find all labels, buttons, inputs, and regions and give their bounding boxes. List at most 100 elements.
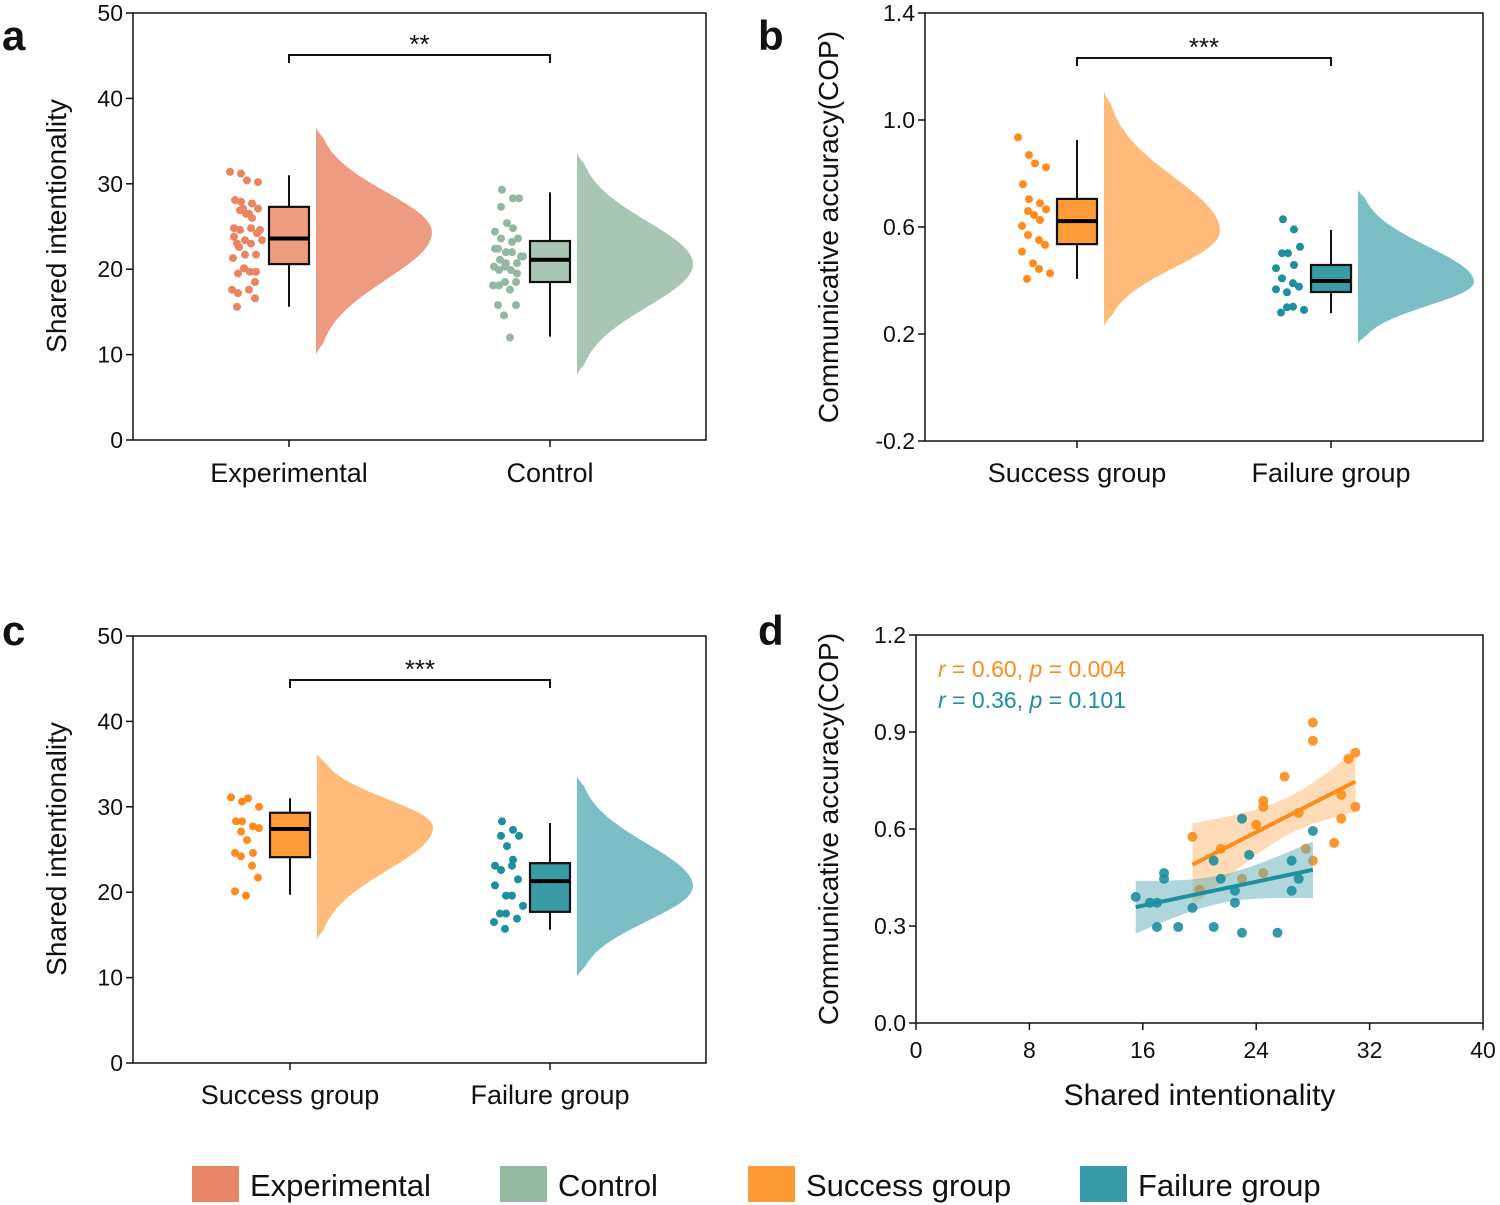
data-point [238, 817, 246, 826]
y-axis-label: Shared intentionality [41, 99, 72, 353]
stat-symbol: p [1028, 687, 1042, 713]
data-point [508, 248, 516, 257]
stat-symbol: r [938, 687, 947, 713]
group-success-group: Success group [988, 91, 1220, 488]
data-point [514, 875, 522, 884]
bracket-line [289, 679, 551, 688]
y-tick-label: 0.6 [883, 214, 915, 240]
data-point [1036, 216, 1044, 225]
correlation-annotation: r = 0.36, p = 0.101 [938, 687, 1126, 713]
x-tick-label: Failure group [1251, 458, 1410, 488]
data-point [1307, 717, 1318, 728]
data-point [1018, 247, 1026, 256]
panel-letter: c [2, 607, 25, 654]
x-tick-label: 16 [1130, 1037, 1156, 1063]
y-tick-label: 50 [97, 623, 123, 649]
bracket-line [288, 54, 551, 63]
box [528, 862, 572, 913]
data-point [502, 909, 510, 918]
data-point [1290, 260, 1298, 269]
data-point [233, 302, 241, 311]
group-experimental: Experimental [210, 127, 432, 488]
y-axis-label: Shared intentionality [41, 722, 72, 976]
significance-bracket: ** [288, 29, 551, 63]
data-point [497, 865, 505, 874]
x-tick-label: 8 [1023, 1037, 1036, 1063]
data-point [237, 169, 245, 178]
data-point [1279, 771, 1290, 782]
y-tick-label: 1.2 [874, 622, 906, 648]
data-point [233, 239, 241, 248]
data-point [237, 827, 245, 836]
data-point [1329, 837, 1340, 848]
legend-item: Success group [748, 1166, 1011, 1203]
data-point [1042, 163, 1050, 172]
data-point [1042, 205, 1050, 214]
data-point [1024, 206, 1032, 215]
stat-value: = 0.36, [946, 687, 1030, 713]
data-point [509, 194, 517, 203]
stat-value: = 0.004 [1042, 656, 1126, 682]
data-point [246, 267, 254, 276]
y-tick-label: 0.2 [883, 321, 915, 347]
data-point [256, 225, 264, 234]
significance-stars: ** [409, 29, 429, 59]
x-tick-label: Control [506, 458, 593, 488]
box [1309, 263, 1353, 294]
y-axis-label: Communicative accuracy(COP) [813, 31, 844, 423]
data-point [251, 294, 259, 303]
series-1 [1130, 813, 1318, 938]
data-point [237, 197, 245, 206]
data-point [226, 167, 234, 176]
y-tick-label: 1.4 [883, 0, 915, 26]
bracket-line [1076, 57, 1332, 66]
correlation-annotation: r = 0.60, p = 0.004 [938, 656, 1126, 682]
box [267, 205, 311, 266]
plot-frame [132, 635, 707, 1064]
data-point [509, 224, 517, 233]
data-point [501, 924, 509, 933]
panel-d: d 0.0 0.3 0.6 0.9 1.2 Communicative accuracy(C… [758, 607, 1496, 1112]
data-point [1030, 210, 1038, 219]
data-point [1296, 242, 1304, 251]
data-point [252, 267, 260, 276]
data-point [254, 873, 262, 882]
data-point [513, 269, 521, 278]
data-point [497, 234, 505, 243]
data-point [1293, 873, 1304, 884]
data-point [229, 254, 237, 263]
data-point [1343, 753, 1354, 764]
x-tick-label: Success group [988, 458, 1167, 488]
data-point [490, 918, 498, 927]
data-point [491, 861, 499, 870]
panel-c: c 0 10 20 30 40 50 Shared intentionality Success… [2, 607, 707, 1110]
plot-frame [132, 12, 707, 441]
data-point [1014, 133, 1022, 142]
data-point [1018, 221, 1026, 230]
significance-stars: *** [405, 654, 435, 684]
data-point [1258, 801, 1269, 812]
data-point [506, 285, 514, 294]
data-point [513, 914, 521, 923]
data-point [230, 232, 238, 241]
data-point [230, 224, 238, 233]
x-tick-label: Failure group [470, 1080, 629, 1110]
legend-label: Failure group [1138, 1168, 1321, 1203]
y-tick-label: 30 [97, 794, 123, 820]
legend-item: Control [500, 1166, 658, 1203]
data-point [251, 278, 259, 287]
data-point [508, 237, 516, 246]
data-point [494, 301, 502, 310]
legend-item: Experimental [192, 1166, 431, 1203]
data-point [1244, 849, 1255, 860]
data-point [1307, 825, 1318, 836]
data-point [1041, 240, 1049, 249]
y-tick-label: 50 [97, 0, 123, 26]
data-point [243, 176, 251, 185]
data-point [239, 204, 247, 213]
y-tick-label: 0.6 [874, 816, 906, 842]
x-tick-label: Success group [201, 1080, 380, 1110]
y-tick-label: 1.0 [883, 107, 915, 133]
data-point [515, 831, 523, 840]
